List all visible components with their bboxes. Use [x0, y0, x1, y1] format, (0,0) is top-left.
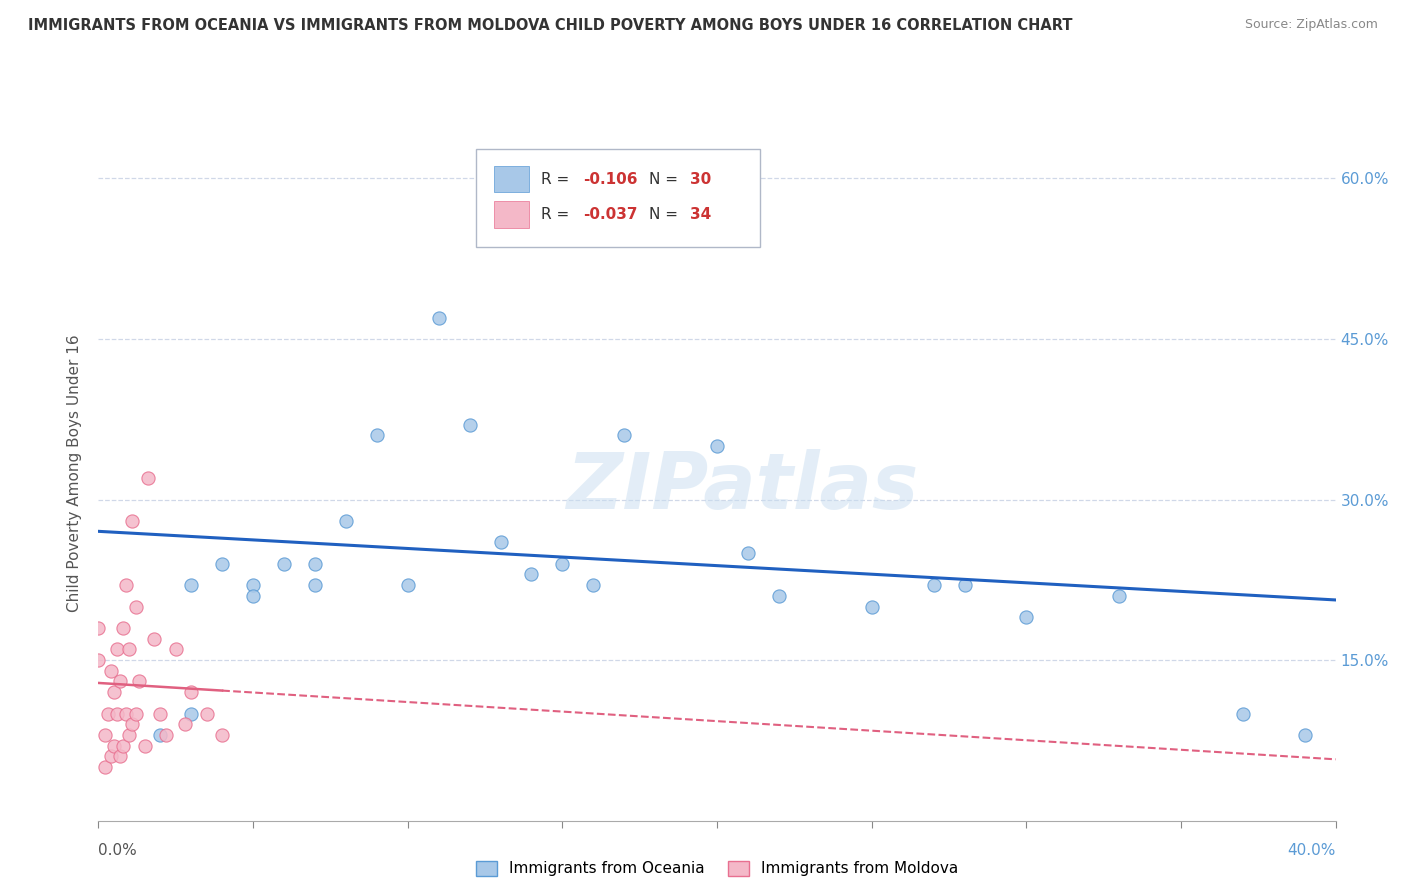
- Point: [737, 546, 759, 560]
- Point: [165, 642, 187, 657]
- Point: [706, 439, 728, 453]
- Point: [304, 557, 326, 571]
- Point: [136, 471, 159, 485]
- Point: [121, 717, 143, 731]
- Point: [134, 739, 156, 753]
- Text: ZIPatlas: ZIPatlas: [565, 449, 918, 524]
- Point: [582, 578, 605, 592]
- Point: [242, 589, 264, 603]
- Text: -0.106: -0.106: [583, 171, 638, 186]
- Bar: [495, 166, 529, 193]
- Point: [115, 578, 138, 592]
- Point: [174, 717, 197, 731]
- Point: [1232, 706, 1254, 721]
- Point: [195, 706, 218, 721]
- Point: [922, 578, 945, 592]
- Point: [366, 428, 388, 442]
- FancyBboxPatch shape: [475, 149, 761, 247]
- Point: [97, 706, 120, 721]
- Point: [1108, 589, 1130, 603]
- Text: R =: R =: [541, 171, 575, 186]
- Point: [112, 621, 135, 635]
- Point: [242, 578, 264, 592]
- Point: [93, 760, 115, 774]
- Point: [1015, 610, 1038, 624]
- Point: [335, 514, 357, 528]
- Point: [87, 653, 110, 667]
- Text: Source: ZipAtlas.com: Source: ZipAtlas.com: [1244, 18, 1378, 31]
- Text: 0.0%: 0.0%: [98, 843, 138, 858]
- Point: [118, 642, 141, 657]
- Point: [149, 706, 172, 721]
- Text: 30: 30: [690, 171, 711, 186]
- Point: [155, 728, 177, 742]
- Point: [520, 567, 543, 582]
- Legend: Immigrants from Oceania, Immigrants from Moldova: Immigrants from Oceania, Immigrants from…: [470, 855, 965, 882]
- Point: [396, 578, 419, 592]
- Y-axis label: Child Poverty Among Boys Under 16: Child Poverty Among Boys Under 16: [67, 334, 83, 612]
- Point: [211, 557, 233, 571]
- Bar: [495, 202, 529, 227]
- Text: 40.0%: 40.0%: [1288, 843, 1336, 858]
- Point: [105, 706, 128, 721]
- Point: [768, 589, 790, 603]
- Point: [211, 728, 233, 742]
- Point: [124, 599, 146, 614]
- Text: IMMIGRANTS FROM OCEANIA VS IMMIGRANTS FROM MOLDOVA CHILD POVERTY AMONG BOYS UNDE: IMMIGRANTS FROM OCEANIA VS IMMIGRANTS FR…: [28, 18, 1073, 33]
- Point: [100, 749, 122, 764]
- Point: [551, 557, 574, 571]
- Point: [108, 674, 131, 689]
- Point: [180, 685, 202, 699]
- Point: [644, 225, 666, 239]
- Point: [180, 578, 202, 592]
- Point: [1294, 728, 1316, 742]
- Point: [118, 728, 141, 742]
- Point: [613, 428, 636, 442]
- Point: [115, 706, 138, 721]
- Point: [87, 621, 110, 635]
- Point: [103, 685, 125, 699]
- Point: [304, 578, 326, 592]
- Point: [427, 310, 450, 325]
- Point: [103, 739, 125, 753]
- Text: N =: N =: [650, 171, 683, 186]
- Point: [128, 674, 150, 689]
- Point: [121, 514, 143, 528]
- Point: [105, 642, 128, 657]
- Point: [124, 706, 146, 721]
- Text: N =: N =: [650, 207, 683, 222]
- Point: [108, 749, 131, 764]
- Point: [100, 664, 122, 678]
- Point: [860, 599, 883, 614]
- Text: -0.037: -0.037: [583, 207, 638, 222]
- Point: [489, 535, 512, 549]
- Point: [112, 739, 135, 753]
- Point: [953, 578, 976, 592]
- Point: [93, 728, 115, 742]
- Text: R =: R =: [541, 207, 575, 222]
- Point: [180, 706, 202, 721]
- Point: [149, 728, 172, 742]
- Point: [273, 557, 295, 571]
- Text: 34: 34: [690, 207, 711, 222]
- Point: [458, 417, 481, 432]
- Point: [143, 632, 166, 646]
